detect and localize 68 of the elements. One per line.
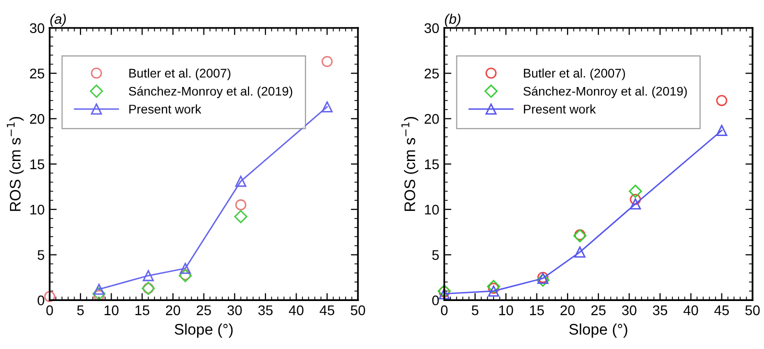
legend-label: Present work (524, 104, 596, 114)
y-tick-label: 30 (424, 23, 439, 34)
x-tick-label: 15 (135, 306, 150, 316)
point (488, 282, 500, 294)
x-tick-label: 0 (46, 305, 53, 316)
point (716, 124, 728, 136)
point (322, 56, 333, 68)
point (142, 270, 154, 282)
y-tick-label: 10 (425, 204, 439, 215)
point (630, 198, 641, 210)
y-tick-label: 15 (30, 160, 44, 170)
x-tick-label: 30 (622, 305, 636, 316)
y-tick-label: 20 (424, 114, 439, 124)
x-tick-label: 15 (530, 306, 544, 316)
point (716, 94, 728, 106)
legend-label: Sánchez-Monroy et al. (2019) (128, 86, 292, 98)
x-tick-label: 5 (77, 306, 84, 316)
x-tick-label: 45 (714, 306, 729, 316)
x-tick-label: 50 (745, 305, 760, 316)
y-tick-label: 20 (30, 114, 44, 124)
point (536, 274, 550, 287)
y-axis-title: ROS (cm s$^{−1}$) (6, 117, 24, 211)
x-tick-label: 40 (683, 305, 698, 316)
point (322, 101, 333, 112)
x-axis-title: Slope (°) (174, 324, 233, 338)
x-tick-label: 20 (560, 305, 575, 316)
x-tick-label: 40 (288, 305, 304, 316)
point (488, 286, 500, 297)
y-axis-title: ROS (cm s$^{−1}$) (401, 117, 418, 211)
chart-title: (b) (444, 14, 460, 27)
point (180, 262, 191, 274)
point (93, 284, 105, 295)
x-tick-label: 30 (227, 305, 242, 316)
point (628, 184, 642, 198)
y-tick-label: 30 (30, 23, 44, 34)
y-tick-label: 15 (425, 160, 439, 170)
x-tick-label: 0 (440, 305, 448, 316)
point (630, 194, 641, 205)
x-axis-title: Slope (°) (569, 324, 628, 338)
x-tick-label: 45 (320, 306, 334, 316)
x-tick-label: 20 (166, 305, 180, 316)
legend-label: Present work (129, 104, 202, 114)
y-tick-label: 10 (30, 204, 44, 215)
x-tick-label: 25 (591, 305, 606, 316)
point (486, 280, 500, 294)
point (574, 246, 586, 258)
legend-label: Sánchez-Monroy et al. (2019) (523, 86, 687, 98)
x-tick-label: 50 (350, 305, 366, 316)
y-tick-label: 5 (38, 250, 44, 260)
x-tick-label: 35 (258, 305, 273, 316)
x-tick-label: 25 (196, 305, 211, 316)
point (234, 210, 248, 224)
y-tick-label: 5 (432, 250, 439, 260)
x-tick-label: 5 (472, 306, 478, 316)
y-tick-label: 0 (432, 295, 439, 306)
chart-title: (a) (50, 14, 66, 27)
legend-label: Butler et al. (2007) (524, 68, 625, 80)
point (44, 290, 56, 302)
x-tick-label: 35 (652, 305, 668, 316)
x-tick-label: 10 (104, 305, 118, 316)
point (92, 287, 106, 300)
y-tick-label: 25 (424, 68, 439, 78)
point (235, 199, 246, 210)
legend-label: Butler et al. (2007) (129, 68, 230, 80)
x-tick-label: 10 (499, 305, 514, 316)
point (235, 176, 246, 187)
y-tick-label: 25 (30, 68, 44, 78)
y-tick-label: 0 (38, 295, 44, 306)
